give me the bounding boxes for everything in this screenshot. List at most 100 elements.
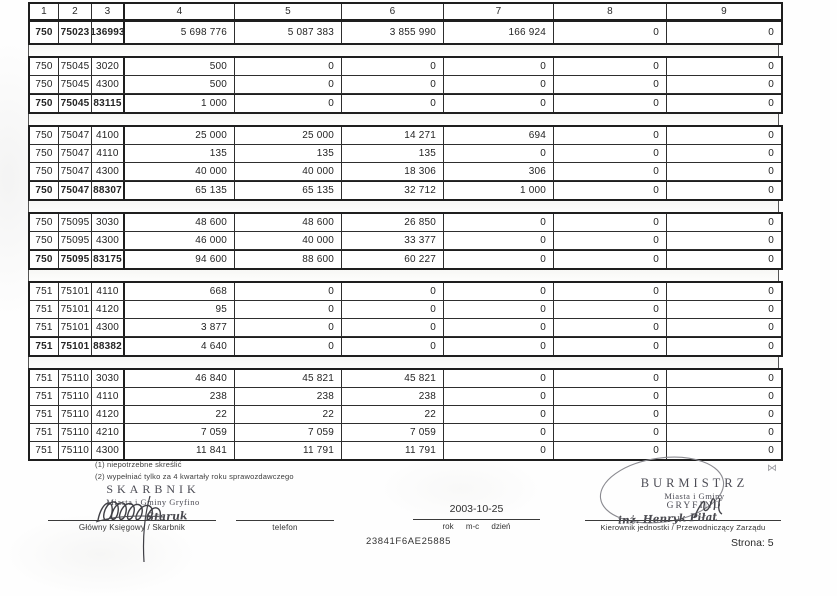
table-cell: 4120 (92, 406, 125, 423)
table-cell: 0 (768, 373, 774, 384)
table-row: 750 75045 4300 500 0 0 0 0 0 (30, 76, 781, 94)
column-header: 8 (554, 4, 667, 19)
table-cell: 0 (342, 319, 444, 336)
page-number: Strona: 5 (731, 537, 774, 549)
skarbnik-stamp: SKARBNIK Miasta i Gminy Gryfino (58, 482, 248, 507)
table-cell: 0 (444, 95, 554, 112)
table-cell: 0 (444, 283, 554, 300)
table-cell: 0 (235, 319, 342, 336)
table-cell: 0 (768, 254, 774, 265)
date-caption: rok m-c dzień (442, 522, 511, 531)
signature-scribble-right (693, 497, 723, 519)
table-cell: 48 600 (125, 214, 235, 231)
table-cell: 0 (768, 286, 774, 297)
table-cell: 46 840 (125, 370, 235, 387)
table-cell: 22 (125, 406, 235, 423)
column-header: 1 (30, 4, 59, 19)
table-cell: 751 (30, 283, 59, 300)
table-cell: 7 059 (125, 424, 235, 441)
table-row: 750 75095 4300 46 000 40 000 33 377 0 0 0 (30, 232, 781, 250)
table-row: 750 75045 3020 500 0 0 0 0 0 (30, 58, 781, 76)
table-cell: 60 227 (342, 251, 444, 268)
table-cell: 0 (444, 232, 554, 249)
table-cell: 88 600 (235, 251, 342, 268)
table-cell: 0 (768, 391, 774, 402)
table-cell: 750 (30, 127, 59, 144)
table-cell: 136993 (92, 22, 125, 43)
table-cell: 750 (30, 163, 59, 180)
burmistrz-stamp: BURMISTRZ Miasta i Gminy GRYFINO (602, 476, 787, 511)
burmistrz-stamp-title: BURMISTRZ (640, 476, 749, 490)
footnote-1: (1) niepotrzebne skreślić (95, 460, 182, 469)
table-cell: 0 (444, 214, 554, 231)
table-cell: 4300 (92, 76, 125, 93)
handwritten-name-left: Staruk (145, 509, 188, 524)
table-row: 751 75110 3030 46 840 45 821 45 821 0 0 0 (30, 370, 781, 388)
column-header: 3 (92, 4, 125, 19)
table-cell: 0 (444, 338, 554, 355)
table-cell: 4100 (92, 127, 125, 144)
table-cell: 0 (768, 148, 774, 159)
table-cell: 48 600 (235, 214, 342, 231)
table-cell: 0 (342, 76, 444, 93)
table-cell: 0 (554, 283, 667, 300)
table-row: 751 75110 4110 238 238 238 0 0 0 (30, 388, 781, 406)
column-header: 2 (59, 4, 92, 19)
table-cell: 65 135 (235, 182, 342, 199)
budget-table: 1 2 3 4 5 6 7 8 9 750 75023 136993 5 698 776 5 087 38… (28, 2, 783, 461)
table-cell: 11 791 (342, 442, 444, 459)
table-cell: 83175 (92, 251, 125, 268)
table-row: 751 75110 4210 7 059 7 059 7 059 0 0 0 (30, 424, 781, 442)
table-cell: 32 712 (342, 182, 444, 199)
table-cell: 7 059 (235, 424, 342, 441)
table-cell: 0 (554, 58, 667, 75)
table-cell: 45 821 (342, 370, 444, 387)
table-cell: 0 (554, 319, 667, 336)
table-cell: 0 (342, 58, 444, 75)
table-cell: 750 (30, 58, 59, 75)
table-cell: 94 600 (125, 251, 235, 268)
table-cell: 500 (125, 76, 235, 93)
table-row: 750 75047 4300 40 000 40 000 18 306 306 0 0 (30, 163, 781, 181)
table-cell: 750 (30, 251, 59, 268)
table-cell: 0 (342, 338, 444, 355)
table-block-spacer (28, 270, 779, 281)
signature-label-telefon: telefon (272, 523, 298, 532)
table-cell: 750 (30, 76, 59, 93)
table-cell: 26 850 (342, 214, 444, 231)
table-cell: 0 (444, 370, 554, 387)
table-cell: 75110 (59, 424, 92, 441)
table-cell: 0 (554, 424, 667, 441)
table-cell: 694 (444, 127, 554, 144)
table-cell: 40 000 (125, 163, 235, 180)
table-cell: 75047 (59, 182, 92, 199)
table-cell: 500 (125, 58, 235, 75)
table-cell: 75110 (59, 406, 92, 423)
table-cell: 83115 (92, 95, 125, 112)
table-cell: 0 (768, 217, 774, 228)
table-cell: 75110 (59, 388, 92, 405)
table-cell: 0 (235, 301, 342, 318)
table-cell: 0 (554, 95, 667, 112)
table-cell: 0 (554, 251, 667, 268)
table-cell: 4110 (92, 145, 125, 162)
table-cell: 0 (444, 145, 554, 162)
table-row: 751 75101 4120 95 0 0 0 0 0 (30, 301, 781, 319)
table-cell: 0 (768, 304, 774, 315)
table-cell: 0 (444, 301, 554, 318)
table-cell: 238 (342, 388, 444, 405)
table-cell: 0 (444, 424, 554, 441)
table-cell: 750 (30, 145, 59, 162)
table-cell: 0 (444, 406, 554, 423)
table-cell: 4300 (92, 232, 125, 249)
skarbnik-stamp-title: SKARBNIK (106, 482, 200, 496)
table-row: 751 75101 4110 668 0 0 0 0 0 (30, 283, 781, 301)
table-cell: 751 (30, 442, 59, 459)
table-cell: 306 (444, 163, 554, 180)
table-cell: 40 000 (235, 232, 342, 249)
table-cell: 668 (125, 283, 235, 300)
corner-mark-icon: ⋈ (767, 463, 777, 474)
table-cell: 0 (768, 98, 774, 109)
